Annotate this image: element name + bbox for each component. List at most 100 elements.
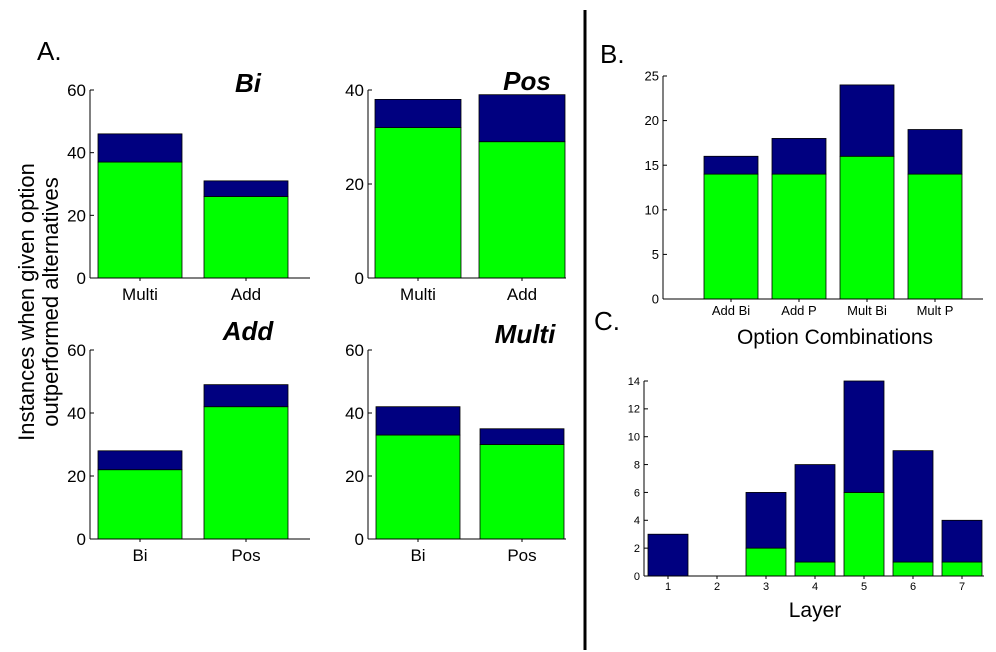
bar-b-green-add-p (771, 173, 827, 300)
y-tick-label-c: 10 (628, 432, 640, 444)
y-tick-label-a1: 0 (77, 269, 86, 288)
category-label-b: Mult Bi (847, 303, 887, 318)
category-label-c: 4 (812, 581, 818, 593)
bar-a1-navy-multi (97, 133, 183, 163)
bar-b-green-mult-bi (839, 155, 895, 300)
x-axis-label-b: Option Combinations (737, 326, 933, 349)
bar-c-green-7 (941, 561, 983, 577)
bar-c-green-3 (745, 547, 787, 577)
category-label-a4: Pos (507, 546, 536, 565)
panel-a-label: A. (37, 36, 62, 66)
category-label-a4: Bi (410, 546, 425, 565)
y-tick-label-a3: 0 (77, 530, 86, 549)
bar-a2-navy-multi (374, 99, 462, 129)
category-label-c: 5 (861, 581, 867, 593)
category-label-a3: Pos (231, 546, 260, 565)
x-axis-label-c: Layer (789, 599, 842, 622)
bar-a2-navy-add (478, 94, 566, 143)
y-tick-label-c: 8 (634, 459, 640, 471)
y-tick-label-b: 25 (645, 69, 659, 84)
bar-b-navy-add-bi (703, 155, 759, 175)
y-tick-label-b: 0 (652, 292, 659, 307)
y-tick-label-b: 5 (652, 247, 659, 262)
y-tick-label-b: 10 (645, 202, 659, 217)
y-tick-label-a3: 20 (67, 467, 86, 486)
category-label-b: Add P (781, 303, 816, 318)
category-label-c: 6 (910, 581, 916, 593)
bar-b-navy-mult-p (907, 129, 963, 175)
bar-c-green-4 (794, 561, 836, 577)
bar-a3-navy-pos (203, 384, 289, 408)
category-label-a1: Add (231, 285, 261, 304)
bar-a3-navy-bi (97, 450, 183, 471)
y-tick-label-a2: 40 (345, 81, 364, 100)
y-tick-label-a2: 20 (345, 175, 364, 194)
bar-c-green-5 (843, 492, 885, 577)
chart-a3: 0 20 40 60 Bi Pos Add (67, 316, 310, 565)
y-tick-label-b: 20 (645, 113, 659, 128)
y-tick-label-a4: 0 (355, 530, 364, 549)
category-label-c: 3 (763, 581, 769, 593)
bar-b-navy-add-p (771, 138, 827, 175)
y-tick-label-c: 12 (628, 404, 640, 416)
y-tick-label-a1: 40 (67, 144, 86, 163)
shared-ylabel-line2: outperformed alternatives (38, 177, 63, 426)
y-tick-label-c: 2 (634, 543, 640, 555)
bar-c-green-6 (892, 561, 934, 577)
category-label-c: 1 (665, 581, 671, 593)
chart-title-a3: Add (222, 316, 275, 346)
bar-a4-navy-bi (375, 406, 461, 436)
bar-b-navy-mult-bi (839, 84, 895, 157)
category-label-b: Mult P (917, 303, 954, 318)
chart-a1: 0 20 40 60 Multi Add Bi (67, 68, 310, 304)
bar-c-navy-1 (647, 533, 689, 577)
category-label-b: Add Bi (712, 303, 750, 318)
shared-ylabel-line1: Instances when given option (14, 163, 39, 441)
bar-c-navy-5 (843, 380, 885, 493)
chart-title-a1: Bi (235, 68, 262, 98)
bar-c-navy-7 (941, 519, 983, 563)
bar-a1-green-multi (97, 161, 183, 279)
y-tick-label-c: 4 (634, 515, 640, 527)
bar-a1-green-add (203, 196, 289, 279)
panel-c-label: C. (594, 306, 620, 336)
bar-a3-green-pos (203, 406, 289, 540)
bar-a4-navy-pos (479, 428, 565, 445)
chart-title-a4: Multi (495, 319, 556, 349)
y-tick-label-c: 0 (634, 571, 640, 583)
y-tick-label-a3: 60 (67, 341, 86, 360)
y-tick-label-c: 14 (628, 376, 640, 388)
bar-a2-green-multi (374, 127, 462, 279)
category-label-a2: Multi (400, 285, 436, 304)
chart-a4: 0 20 40 60 Bi Pos Multi (345, 319, 566, 565)
y-tick-label-a2: 0 (355, 269, 364, 288)
y-tick-label-b: 15 (645, 158, 659, 173)
bar-a3-green-bi (97, 469, 183, 540)
bar-a4-green-bi (375, 434, 461, 540)
y-tick-label-a4: 60 (345, 341, 364, 360)
y-tick-label-a3: 40 (67, 404, 86, 423)
y-tick-label-a1: 20 (67, 206, 86, 225)
bar-c-navy-3 (745, 492, 787, 549)
y-tick-label-a1: 60 (67, 81, 86, 100)
bar-c-navy-6 (892, 450, 934, 563)
panel-b-label: B. (600, 39, 625, 69)
bar-b-green-add-bi (703, 173, 759, 300)
category-label-a3: Bi (132, 546, 147, 565)
category-label-c: 2 (714, 581, 720, 593)
chart-b: 0 5 10 15 20 25 Add Bi Add P Mult Bi Mult P Option… (645, 69, 983, 349)
y-tick-label-a4: 40 (345, 404, 364, 423)
category-label-a2: Add (507, 285, 537, 304)
bar-a2-green-add (478, 141, 566, 279)
bar-a1-navy-add (203, 180, 289, 197)
bar-c-navy-4 (794, 464, 836, 563)
bar-b-green-mult-p (907, 173, 963, 300)
y-tick-label-c: 6 (634, 487, 640, 499)
y-tick-label-a4: 20 (345, 467, 364, 486)
category-label-a1: Multi (122, 285, 158, 304)
category-label-c: 7 (959, 581, 965, 593)
bar-a4-green-pos (479, 444, 565, 540)
